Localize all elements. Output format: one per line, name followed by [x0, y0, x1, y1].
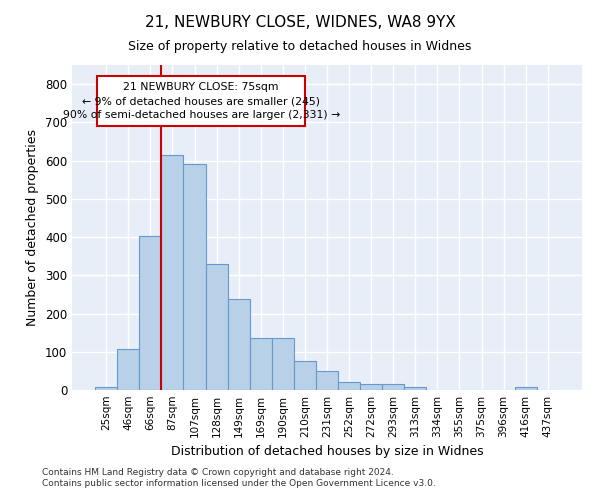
Bar: [515, 386, 537, 390]
Bar: [382, 384, 404, 390]
Bar: [95, 387, 117, 390]
Text: Size of property relative to detached houses in Widnes: Size of property relative to detached ho…: [128, 40, 472, 53]
Text: 21 NEWBURY CLOSE: 75sqm
← 9% of detached houses are smaller (245)
90% of semi-de: 21 NEWBURY CLOSE: 75sqm ← 9% of detached…: [62, 82, 340, 120]
X-axis label: Distribution of detached houses by size in Widnes: Distribution of detached houses by size …: [170, 446, 484, 458]
Bar: [360, 384, 382, 390]
Bar: [404, 386, 427, 390]
Bar: [139, 236, 161, 390]
Bar: [272, 338, 294, 390]
Bar: [206, 264, 227, 390]
Bar: [294, 360, 316, 390]
Bar: [117, 349, 139, 390]
Text: Contains HM Land Registry data © Crown copyright and database right 2024.
Contai: Contains HM Land Registry data © Crown c…: [42, 468, 436, 487]
Bar: [250, 338, 272, 390]
Bar: [184, 164, 206, 390]
Bar: [316, 371, 338, 390]
Bar: [338, 382, 360, 390]
Y-axis label: Number of detached properties: Number of detached properties: [26, 129, 40, 326]
Text: 21, NEWBURY CLOSE, WIDNES, WA8 9YX: 21, NEWBURY CLOSE, WIDNES, WA8 9YX: [145, 15, 455, 30]
Bar: [227, 299, 250, 390]
Bar: [161, 155, 184, 390]
Bar: [97, 76, 305, 126]
